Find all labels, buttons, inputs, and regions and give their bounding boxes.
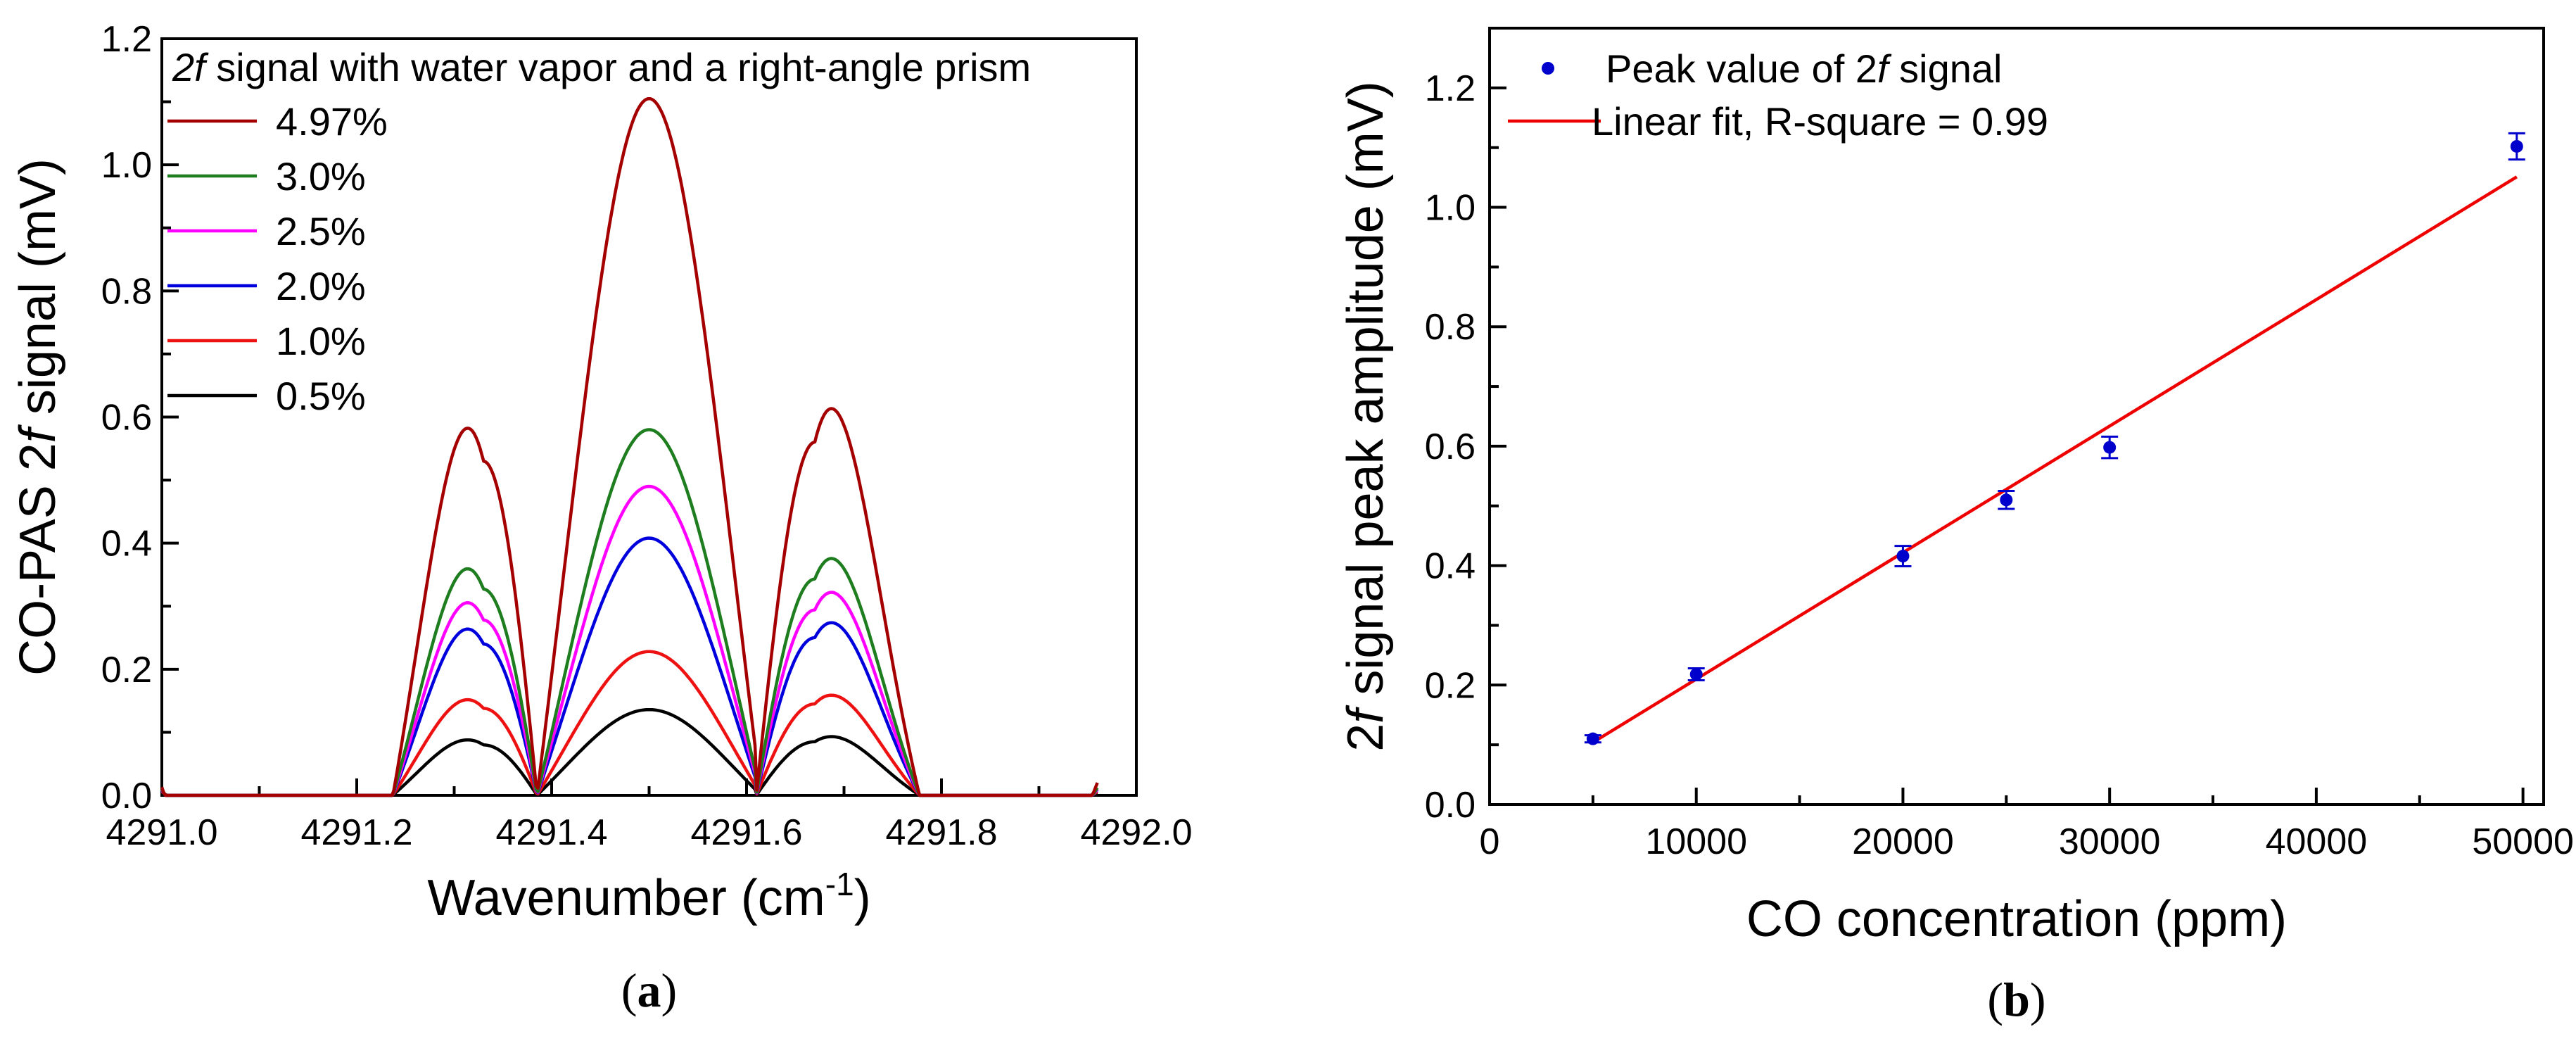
series-line-2_5pct [160, 484, 1099, 797]
x-axis-label: CO concentration (ppm) [1746, 891, 2287, 947]
y-tick-label: 0.8 [1425, 307, 1476, 348]
text-span: signal [1889, 46, 2003, 91]
series-line-0_5pct [161, 707, 1098, 797]
text-span: b [2003, 973, 2030, 1026]
text-span: ( [1987, 973, 2003, 1026]
data-points [1584, 132, 2525, 745]
series-line-2_0pct [160, 536, 1099, 797]
x-axis-label: Wavenumber (cm-1) [427, 866, 870, 926]
x-tick-label: 50000 [2472, 821, 2574, 862]
y-tick-label: 1.0 [1425, 188, 1476, 229]
series-line-4_97pct [160, 96, 1099, 797]
legend-entry: 4.97% [276, 99, 388, 144]
data-point [1586, 732, 1599, 745]
legend-entry: 0.5% [276, 374, 366, 418]
legend-entry: 1.0% [276, 319, 366, 363]
legend-entry: 2.0% [276, 264, 366, 308]
legend: 2f signal with water vapor and a right-a… [167, 45, 1031, 418]
text-span: signal peak amplitude (mV) [1338, 81, 1394, 709]
legend-entry: 2.5% [276, 209, 366, 253]
y-tick-label: 0.6 [1425, 427, 1476, 467]
data-point [2000, 493, 2013, 507]
data-point [1689, 668, 1703, 681]
panel-caption: (b) [1987, 973, 2045, 1026]
y-tick-label: 0.4 [101, 524, 152, 564]
legend-fit-label: Linear fit, R-square = 0.99 [1592, 99, 2048, 144]
x-tick-label: 4291.0 [106, 812, 217, 853]
y-tick-label: 0.0 [1425, 785, 1476, 826]
y-axis-label: CO-PAS 2f signal (mV) [10, 158, 66, 676]
panel-b-chart: 0.0 0.2 0.4 0.6 0.8 1.0 1.2 0 10000 20000 30000 400… [1338, 27, 2574, 1026]
y-tick-label: 0.6 [101, 398, 152, 439]
text-span: signal (mV) [10, 158, 66, 429]
y-tick-label: 0.2 [1425, 665, 1476, 706]
text-span: 2 [1338, 724, 1394, 752]
x-tick-label: 4291.8 [885, 812, 997, 853]
legend-points-label: Peak value of 2f signal [1606, 46, 2002, 91]
text-span: ) [661, 964, 678, 1017]
y-tick-label: 1.2 [1425, 68, 1476, 109]
x-tick-label: 10000 [1645, 821, 1747, 862]
legend: Peak value of 2f signal Linear fit, R-squ… [1508, 46, 2048, 144]
plot-frame [1488, 27, 2545, 806]
series-line-1_0pct [160, 650, 1098, 797]
legend-title: 2f signal with water vapor and a right-a… [172, 45, 1031, 89]
y-tick-label: 0.2 [101, 650, 152, 690]
text-span: 2f [172, 45, 209, 89]
text-span: Peak value of 2 [1606, 46, 1877, 91]
text-span: ) [2030, 973, 2046, 1026]
panel-a-chart: 0.0 0.2 0.4 0.6 0.8 1.0 1.2 4291.0 4291.2 4291.4 4… [10, 19, 1193, 1017]
text-span: ) [854, 870, 871, 926]
x-tick-label: 4291.4 [495, 812, 607, 853]
x-tick-label: 40000 [2266, 821, 2368, 862]
legend-point-marker [1542, 62, 1554, 75]
fit-line [1592, 175, 2518, 744]
x-tick-label: 30000 [2059, 821, 2161, 862]
legend-entry: 3.0% [276, 154, 366, 198]
x-tick-label: 20000 [1852, 821, 1954, 862]
text-span: ( [621, 964, 637, 1017]
text-span: a [637, 964, 661, 1017]
series-lines [160, 96, 1099, 797]
y-tick-label: 0.8 [101, 271, 152, 312]
y-tick-label: 1.0 [101, 145, 152, 186]
y-tick-label: 0.4 [1425, 546, 1476, 587]
data-point [2103, 441, 2117, 454]
data-point [2510, 139, 2523, 153]
y-axis-label: 2f signal peak amplitude (mV) [1338, 81, 1394, 751]
y-tick-label: 0.0 [101, 776, 152, 816]
panel-caption: (a) [621, 964, 677, 1017]
data-point [1896, 550, 1910, 563]
text-span: signal with water vapor and a right-angl… [205, 45, 1031, 89]
x-tick-label: 0 [1480, 821, 1500, 862]
y-tick-label: 1.2 [101, 19, 152, 60]
series-line-3_0pct [160, 428, 1099, 797]
text-span: CO-PAS 2 [10, 443, 66, 676]
x-tick-label: 4291.6 [690, 812, 802, 853]
x-tick-label: 4291.2 [300, 812, 412, 853]
x-tick-label: 4292.0 [1080, 812, 1192, 853]
text-span: Wavenumber (cm [427, 870, 825, 926]
text-span: -1 [825, 866, 854, 902]
